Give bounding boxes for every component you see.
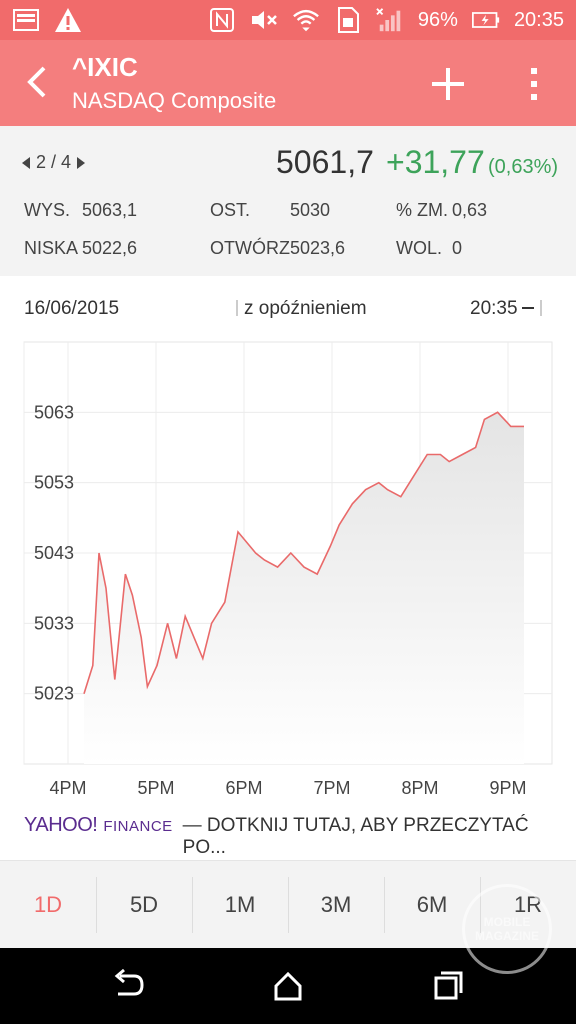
back-nav-button[interactable] xyxy=(108,966,148,1006)
battery-icon xyxy=(471,6,500,34)
plus-icon xyxy=(432,68,464,100)
quote-summary: 2 / 4 5061,7 +31,77 (0,63%) WYS. 5063,1 … xyxy=(0,126,576,277)
stat-low-label: NISKA xyxy=(24,238,79,258)
y-tick-label: 5033 xyxy=(34,613,74,633)
y-tick-label: 5053 xyxy=(34,473,74,493)
stat-change-label: % ZM. xyxy=(396,200,448,220)
clock: 20:35 xyxy=(513,8,564,31)
stat-close-label: OST. xyxy=(210,200,251,220)
chart-card: 16/06/2015 z opóźnieniem 20:35 4PM 5PM 6PM… xyxy=(0,276,576,860)
watermark-text: MOBILE MAGAZINE xyxy=(475,915,539,943)
stat-volume-label: WOL. xyxy=(396,238,443,258)
back-arrow-icon xyxy=(27,66,46,98)
finance-logo: FINANCE xyxy=(103,818,173,835)
attribution-link[interactable]: — DOTKNIJ TUTAJ, ABY PRZECZYTAĆ PO... xyxy=(182,815,529,858)
image-icon xyxy=(12,6,40,34)
back-nav-icon xyxy=(114,968,144,996)
stat-open-value: 5023,6 xyxy=(290,238,346,258)
yahoo-logo: YAHOO! xyxy=(24,814,98,836)
x-tick-label: 8PM xyxy=(401,778,438,798)
chart-time-text: 20:35 xyxy=(470,298,518,319)
stat-high-value: 5063,1 xyxy=(82,200,138,220)
x-tick-label: 4PM xyxy=(49,778,86,798)
next-triangle-icon[interactable] xyxy=(77,156,86,169)
tab-1d[interactable]: 1D xyxy=(33,892,63,917)
delay-text: z opóźnieniem xyxy=(244,298,367,319)
tab-5d[interactable]: 5D xyxy=(129,892,159,917)
recents-icon xyxy=(434,971,463,1000)
stat-change-value: 0,63 xyxy=(452,200,488,220)
more-vert-icon xyxy=(531,68,537,100)
yahoo-finance-attribution[interactable]: YAHOO! FINANCE — DOTKNIJ TUTAJ, ABY PRZE… xyxy=(24,814,576,859)
price-line xyxy=(83,411,524,694)
price-change: +31,77 xyxy=(386,144,485,180)
status-bar: 96% 20:35 xyxy=(0,0,576,40)
stat-low-value: 5022,6 xyxy=(82,238,138,258)
overflow-menu-button[interactable] xyxy=(522,62,546,106)
chart-date: 16/06/2015 xyxy=(24,298,120,319)
tab-3m[interactable]: 3M xyxy=(320,892,352,917)
page-title: ^IXIC xyxy=(72,52,138,82)
mute-icon xyxy=(250,6,278,34)
tab-1m[interactable]: 1M xyxy=(224,892,256,917)
x-tick-label: 5PM xyxy=(137,778,174,798)
stat-volume-value: 0 xyxy=(452,238,463,258)
price-change-percent: (0,63%) xyxy=(488,156,559,178)
x-tick-label: 7PM xyxy=(313,778,350,798)
stat-open-label: OTWÓRZ xyxy=(210,238,290,258)
back-button[interactable] xyxy=(20,62,60,102)
nfc-icon xyxy=(208,6,236,34)
y-tick-label: 5063 xyxy=(34,402,74,422)
signal-icon xyxy=(376,6,404,34)
delay-label: z opóźnieniem xyxy=(236,298,367,320)
x-tick-label: 6PM xyxy=(225,778,262,798)
watermark-logo: MOBILE MAGAZINE xyxy=(462,884,552,974)
area-fill xyxy=(84,412,524,764)
add-button[interactable] xyxy=(428,64,468,104)
pager-label: 2 / 4 xyxy=(36,152,72,172)
page-subtitle: NASDAQ Composite xyxy=(72,88,277,113)
y-tick-label: 5023 xyxy=(34,684,74,704)
recents-nav-button[interactable] xyxy=(428,966,468,1006)
prev-triangle-icon[interactable] xyxy=(22,156,30,169)
tab-6m[interactable]: 6M xyxy=(416,892,448,917)
sim-icon xyxy=(334,6,362,34)
y-tick-label: 5043 xyxy=(34,543,74,563)
price-chart[interactable]: 4PM 5PM 6PM 7PM 8PM 9PM 5063 5053 5043 5033 5023 xyxy=(0,276,576,806)
stat-high-label: WYS. xyxy=(24,200,71,220)
chart-time: 20:35 xyxy=(470,298,542,320)
home-nav-button[interactable] xyxy=(268,966,308,1006)
wifi-icon xyxy=(292,6,320,34)
battery-percent: 96% xyxy=(417,8,458,31)
app-bar: ^IXIC NASDAQ Composite xyxy=(0,40,576,126)
price: 5061,7 xyxy=(276,144,374,180)
home-icon xyxy=(274,971,302,1001)
pager[interactable]: 2 / 4 xyxy=(22,152,86,173)
x-tick-label: 9PM xyxy=(489,778,526,798)
warning-icon xyxy=(54,6,82,34)
stat-close-value: 5030 xyxy=(290,200,331,220)
